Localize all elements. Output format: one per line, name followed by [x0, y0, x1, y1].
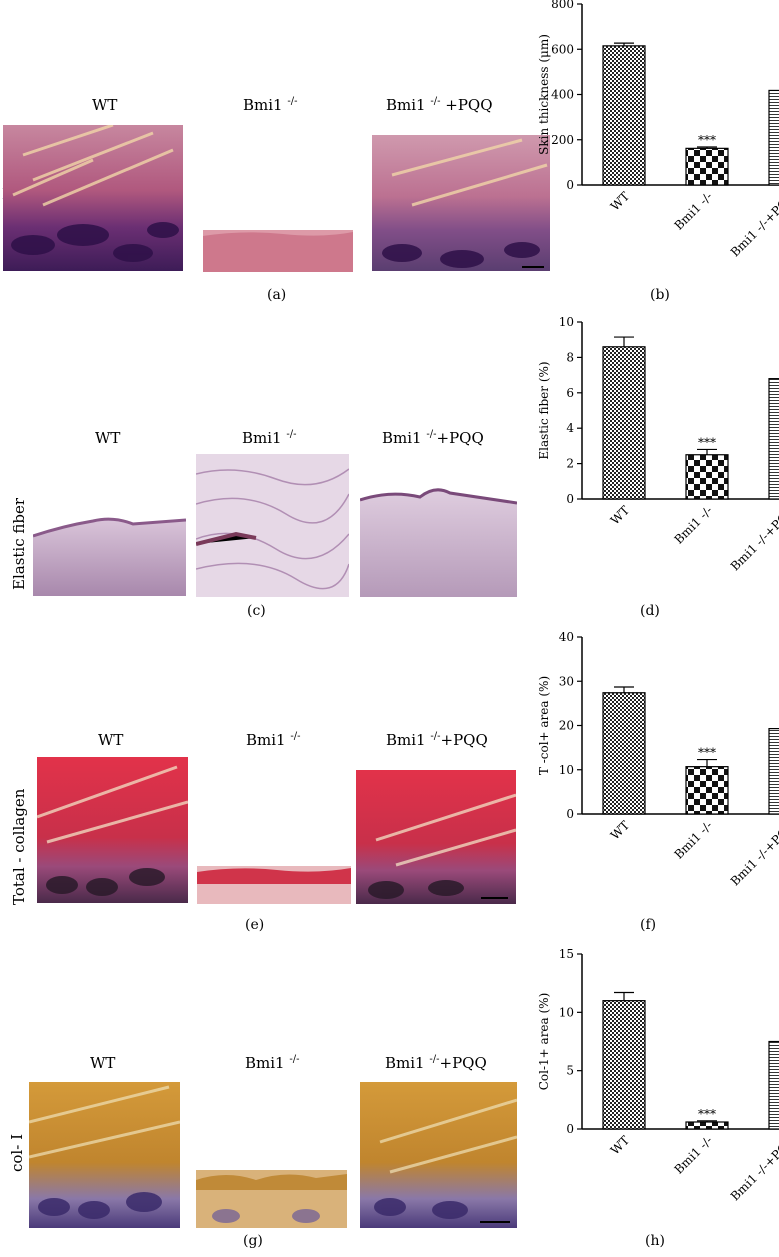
category-label: Bmi1 -/-: [672, 1133, 716, 1177]
group-label-bmi1: Bmi1 -/-: [243, 96, 298, 114]
micrograph-elastic-wt: [33, 517, 186, 596]
micrograph-col1-bmi1-pqq: [360, 1082, 517, 1228]
panel-letter-h: (h): [645, 1233, 665, 1249]
micrograph-col1-bmi1: [196, 1170, 347, 1228]
panel-letter-c: (c): [247, 603, 266, 619]
category-label: WT: [608, 189, 632, 213]
panel-letter-g: (g): [243, 1233, 263, 1249]
y-axis-label: T -col+ area (%): [537, 676, 551, 775]
y-tick-label: 0: [566, 492, 574, 506]
y-tick-label: 5: [566, 1064, 574, 1078]
category-label: Bmi1 -/-+PQQ: [728, 1133, 779, 1203]
bar-1: [685, 454, 729, 500]
category-label: Bmi1 -/-+PQQ: [728, 503, 779, 573]
y-tick-label: 8: [566, 350, 574, 364]
micrograph-elastic-bmi1: [196, 454, 349, 597]
bar-1: [685, 147, 729, 186]
bar-1: [685, 766, 729, 815]
group-label-bmi1-pqq: Bmi1 -/- +PQQ: [386, 96, 493, 114]
micrograph-col1-wt: [29, 1082, 180, 1228]
category-label: WT: [608, 503, 632, 527]
panel-letter-b: (b): [650, 287, 670, 303]
category-label: WT: [608, 818, 632, 842]
micrograph-he-bmi1-pqq: [372, 135, 550, 271]
bar-1: [685, 1121, 729, 1130]
category-label: Bmi1 -/-+PQQ: [728, 818, 779, 888]
bar-0: [602, 346, 646, 500]
group-label-wt: WT: [95, 429, 121, 447]
panel-letter-a: (a): [267, 287, 287, 303]
row-label-elastic: Elastic fiber: [10, 497, 28, 590]
panel-letter-d: (d): [640, 603, 660, 619]
category-label: Bmi1 -/-: [672, 818, 716, 862]
y-tick-label: 15: [559, 947, 574, 961]
y-axis-label: Elastic fiber (%): [537, 361, 551, 459]
y-tick-label: 800: [551, 0, 574, 11]
y-axis-label: Col-1+ area (%): [537, 993, 551, 1091]
row-label-collagen: Total - collagen: [10, 788, 28, 905]
y-tick-label: 400: [551, 88, 574, 102]
micrograph-elastic-bmi1-pqq: [360, 488, 517, 597]
micrograph-collagen-bmi1: [197, 866, 351, 904]
group-label-bmi1: Bmi1 -/-: [242, 429, 297, 447]
y-tick-label: 0: [566, 178, 574, 192]
bar-0: [602, 45, 646, 186]
category-label: Bmi1 -/-: [672, 503, 716, 547]
micrograph-he-bmi1: [203, 230, 353, 272]
y-tick-label: 0: [566, 1122, 574, 1136]
group-label-wt: WT: [92, 96, 118, 114]
row-label-col1: col- I: [8, 1134, 26, 1172]
micrograph-he-wt: [3, 125, 183, 271]
y-tick-label: 4: [566, 421, 574, 435]
y-tick-label: 2: [566, 457, 574, 471]
micrograph-collagen-bmi1-pqq: [356, 770, 516, 904]
micrograph-collagen-wt: [37, 757, 188, 903]
significance-mark: ***: [698, 435, 716, 449]
bar-2: [768, 727, 779, 815]
group-label-bmi1-pqq: Bmi1 -/-+PQQ: [382, 429, 484, 447]
group-label-bmi1-pqq: Bmi1 -/-+PQQ: [386, 731, 488, 749]
y-tick-label: 6: [566, 386, 574, 400]
significance-mark: ***: [698, 133, 716, 147]
y-tick-label: 600: [551, 42, 574, 56]
y-tick-label: 40: [559, 630, 574, 644]
category-label: Bmi1 -/-+PQQ: [728, 189, 779, 259]
bar-0: [602, 692, 646, 815]
bar-0: [602, 1000, 646, 1130]
significance-mark: ***: [698, 1107, 716, 1121]
y-tick-label: 0: [566, 807, 574, 821]
bar-2: [768, 378, 779, 500]
y-axis-label: Skin thickness (μm): [537, 34, 551, 155]
y-tick-label: 200: [551, 133, 574, 147]
group-label-bmi1: Bmi1 -/-: [245, 1054, 300, 1072]
panel-letter-e: (e): [245, 917, 265, 933]
y-tick-label: 10: [559, 1005, 574, 1019]
y-tick-label: 10: [559, 315, 574, 329]
group-label-bmi1: Bmi1 -/-: [246, 731, 301, 749]
category-label: WT: [608, 1133, 632, 1157]
group-label-bmi1-pqq: Bmi1 -/-+PQQ: [385, 1054, 487, 1072]
group-label-wt: WT: [90, 1054, 116, 1072]
y-tick-label: 30: [559, 674, 574, 688]
panel-letter-f: (f): [640, 917, 657, 933]
category-label: Bmi1 -/-: [672, 189, 716, 233]
y-tick-label: 10: [559, 763, 574, 777]
bar-2: [768, 1040, 779, 1130]
y-tick-label: 20: [559, 719, 574, 733]
significance-mark: ***: [698, 746, 716, 760]
bar-2: [768, 89, 779, 186]
group-label-wt: WT: [98, 731, 124, 749]
bar-chart-skin-thickness: 0 200 400 600 800 Skin thickness (μm) WT *** Bmi…: [537, 0, 779, 260]
